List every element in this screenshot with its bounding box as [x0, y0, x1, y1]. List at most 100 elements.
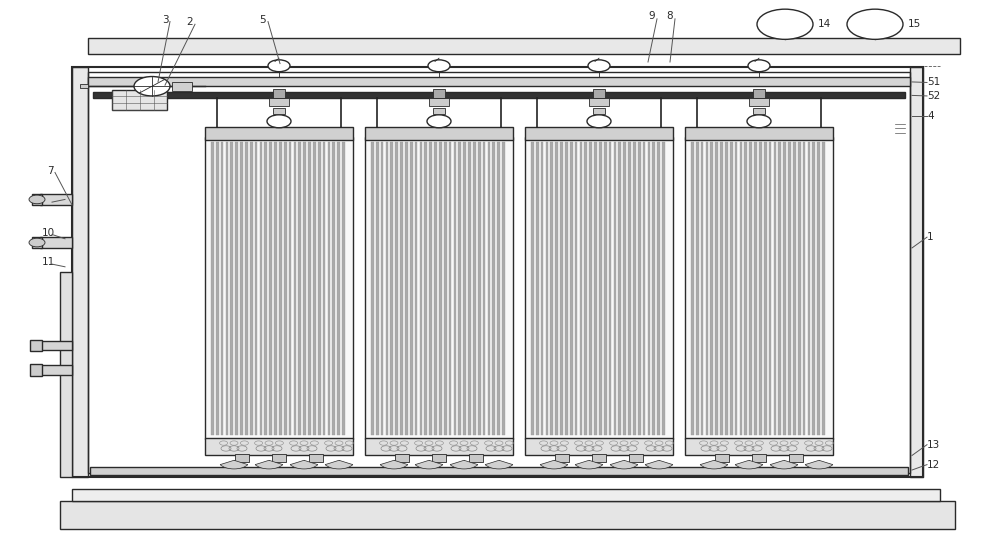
Bar [269, 142, 272, 435]
Circle shape [588, 60, 610, 72]
Bar [433, 108, 445, 114]
Bar [565, 142, 568, 435]
Bar [685, 127, 833, 140]
Bar [269, 98, 289, 106]
Bar [432, 454, 446, 462]
Bar [525, 438, 673, 455]
Bar [715, 142, 718, 435]
Wedge shape [255, 460, 283, 469]
Bar [817, 142, 820, 435]
Bar [72, 67, 923, 477]
Circle shape [747, 115, 771, 128]
Bar [400, 142, 403, 435]
Bar [172, 82, 192, 91]
Bar [910, 67, 923, 477]
Bar [808, 142, 810, 435]
Bar [395, 142, 398, 435]
Bar [469, 454, 483, 462]
Bar [696, 142, 699, 435]
Bar [560, 142, 563, 435]
Bar [40, 194, 72, 205]
Bar [753, 89, 765, 98]
Text: 52: 52 [927, 91, 940, 101]
Bar [691, 142, 694, 435]
Bar [463, 142, 466, 435]
Bar [88, 77, 910, 86]
Bar [365, 137, 513, 439]
Bar [788, 142, 791, 435]
Bar [497, 142, 500, 435]
Bar [803, 142, 805, 435]
Bar [381, 142, 383, 435]
Bar [405, 142, 408, 435]
Bar [318, 142, 321, 435]
Bar [594, 142, 597, 435]
Bar [376, 142, 379, 435]
Text: 4: 4 [927, 111, 934, 121]
Bar [88, 72, 910, 473]
Bar [701, 142, 703, 435]
Circle shape [847, 9, 903, 39]
Bar [205, 137, 353, 439]
Circle shape [268, 60, 290, 72]
Bar [740, 142, 742, 435]
Bar [730, 142, 733, 435]
Bar [752, 454, 766, 462]
Bar [657, 142, 660, 435]
Bar [685, 438, 833, 455]
Bar [753, 108, 765, 114]
Bar [604, 142, 607, 435]
Wedge shape [325, 460, 353, 469]
Bar [434, 142, 437, 435]
Bar [211, 142, 214, 435]
Bar [40, 237, 72, 248]
Bar [662, 142, 665, 435]
Text: 11: 11 [41, 258, 55, 267]
Bar [439, 142, 442, 435]
Text: 14: 14 [818, 19, 831, 29]
Text: 51: 51 [927, 78, 940, 87]
Wedge shape [770, 460, 798, 469]
Bar [294, 142, 296, 435]
Wedge shape [610, 460, 638, 469]
Bar [235, 142, 238, 435]
Bar [754, 142, 757, 435]
Bar [652, 142, 655, 435]
Bar [618, 142, 621, 435]
Bar [328, 142, 330, 435]
Bar [769, 142, 771, 435]
Wedge shape [380, 460, 408, 469]
Bar [395, 454, 409, 462]
Wedge shape [450, 460, 478, 469]
Bar [444, 142, 447, 435]
Text: PT: PT [779, 19, 791, 29]
Bar [216, 142, 219, 435]
Bar [822, 142, 825, 435]
Bar [88, 38, 960, 54]
Bar [72, 489, 940, 501]
Bar [235, 454, 249, 462]
Text: 6: 6 [45, 196, 51, 205]
Bar [274, 142, 277, 435]
Bar [749, 98, 769, 106]
Bar [30, 340, 42, 351]
Bar [429, 142, 432, 435]
Circle shape [427, 115, 451, 128]
Text: 10: 10 [41, 229, 55, 238]
Bar [629, 454, 643, 462]
Bar [410, 142, 413, 435]
Bar [323, 142, 325, 435]
Bar [623, 142, 626, 435]
Bar [226, 142, 228, 435]
Bar [90, 88, 908, 476]
Bar [273, 89, 285, 98]
Bar [793, 142, 796, 435]
Bar [429, 98, 449, 106]
Text: 7: 7 [47, 166, 53, 176]
Bar [584, 142, 587, 435]
Bar [798, 142, 801, 435]
Bar [735, 142, 737, 435]
Bar [764, 142, 767, 435]
Bar [298, 142, 301, 435]
Bar [390, 142, 393, 435]
